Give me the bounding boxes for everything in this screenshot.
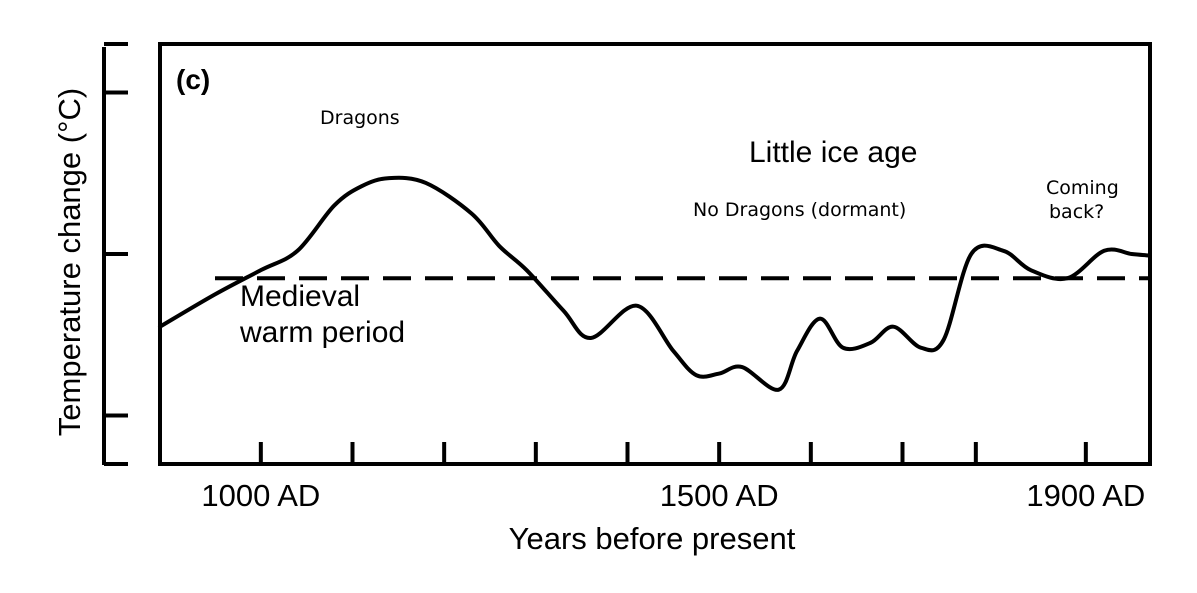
temperature-series-line — [158, 175, 1152, 392]
x-tick-label: 1000 AD — [201, 478, 320, 513]
x-tick-label: 1900 AD — [1026, 478, 1145, 513]
annotation-no-dragons: No Dragons (dormant) — [693, 199, 906, 221]
x-tick-label: 1500 AD — [660, 478, 779, 513]
annotation-medieval: Medieval — [240, 280, 360, 313]
annotation-dragons: Dragons — [320, 107, 400, 129]
annotation-little-ice-age: Little ice age — [749, 136, 917, 169]
y-axis-title: Temperature change (°C) — [52, 88, 87, 436]
y-axis-ticks — [104, 42, 128, 466]
annotation-coming: Coming — [1046, 177, 1119, 199]
x-axis-tick-labels: 1000 AD 1500 AD 1900 AD — [201, 478, 1145, 513]
panel-label: (c) — [176, 64, 210, 95]
annotation-warm-period: warm period — [239, 316, 405, 349]
x-axis-ticks — [258, 442, 1088, 464]
x-axis-title: Years before present — [509, 521, 796, 556]
annotation-back: back? — [1049, 201, 1104, 223]
plot-frame — [158, 42, 1152, 466]
